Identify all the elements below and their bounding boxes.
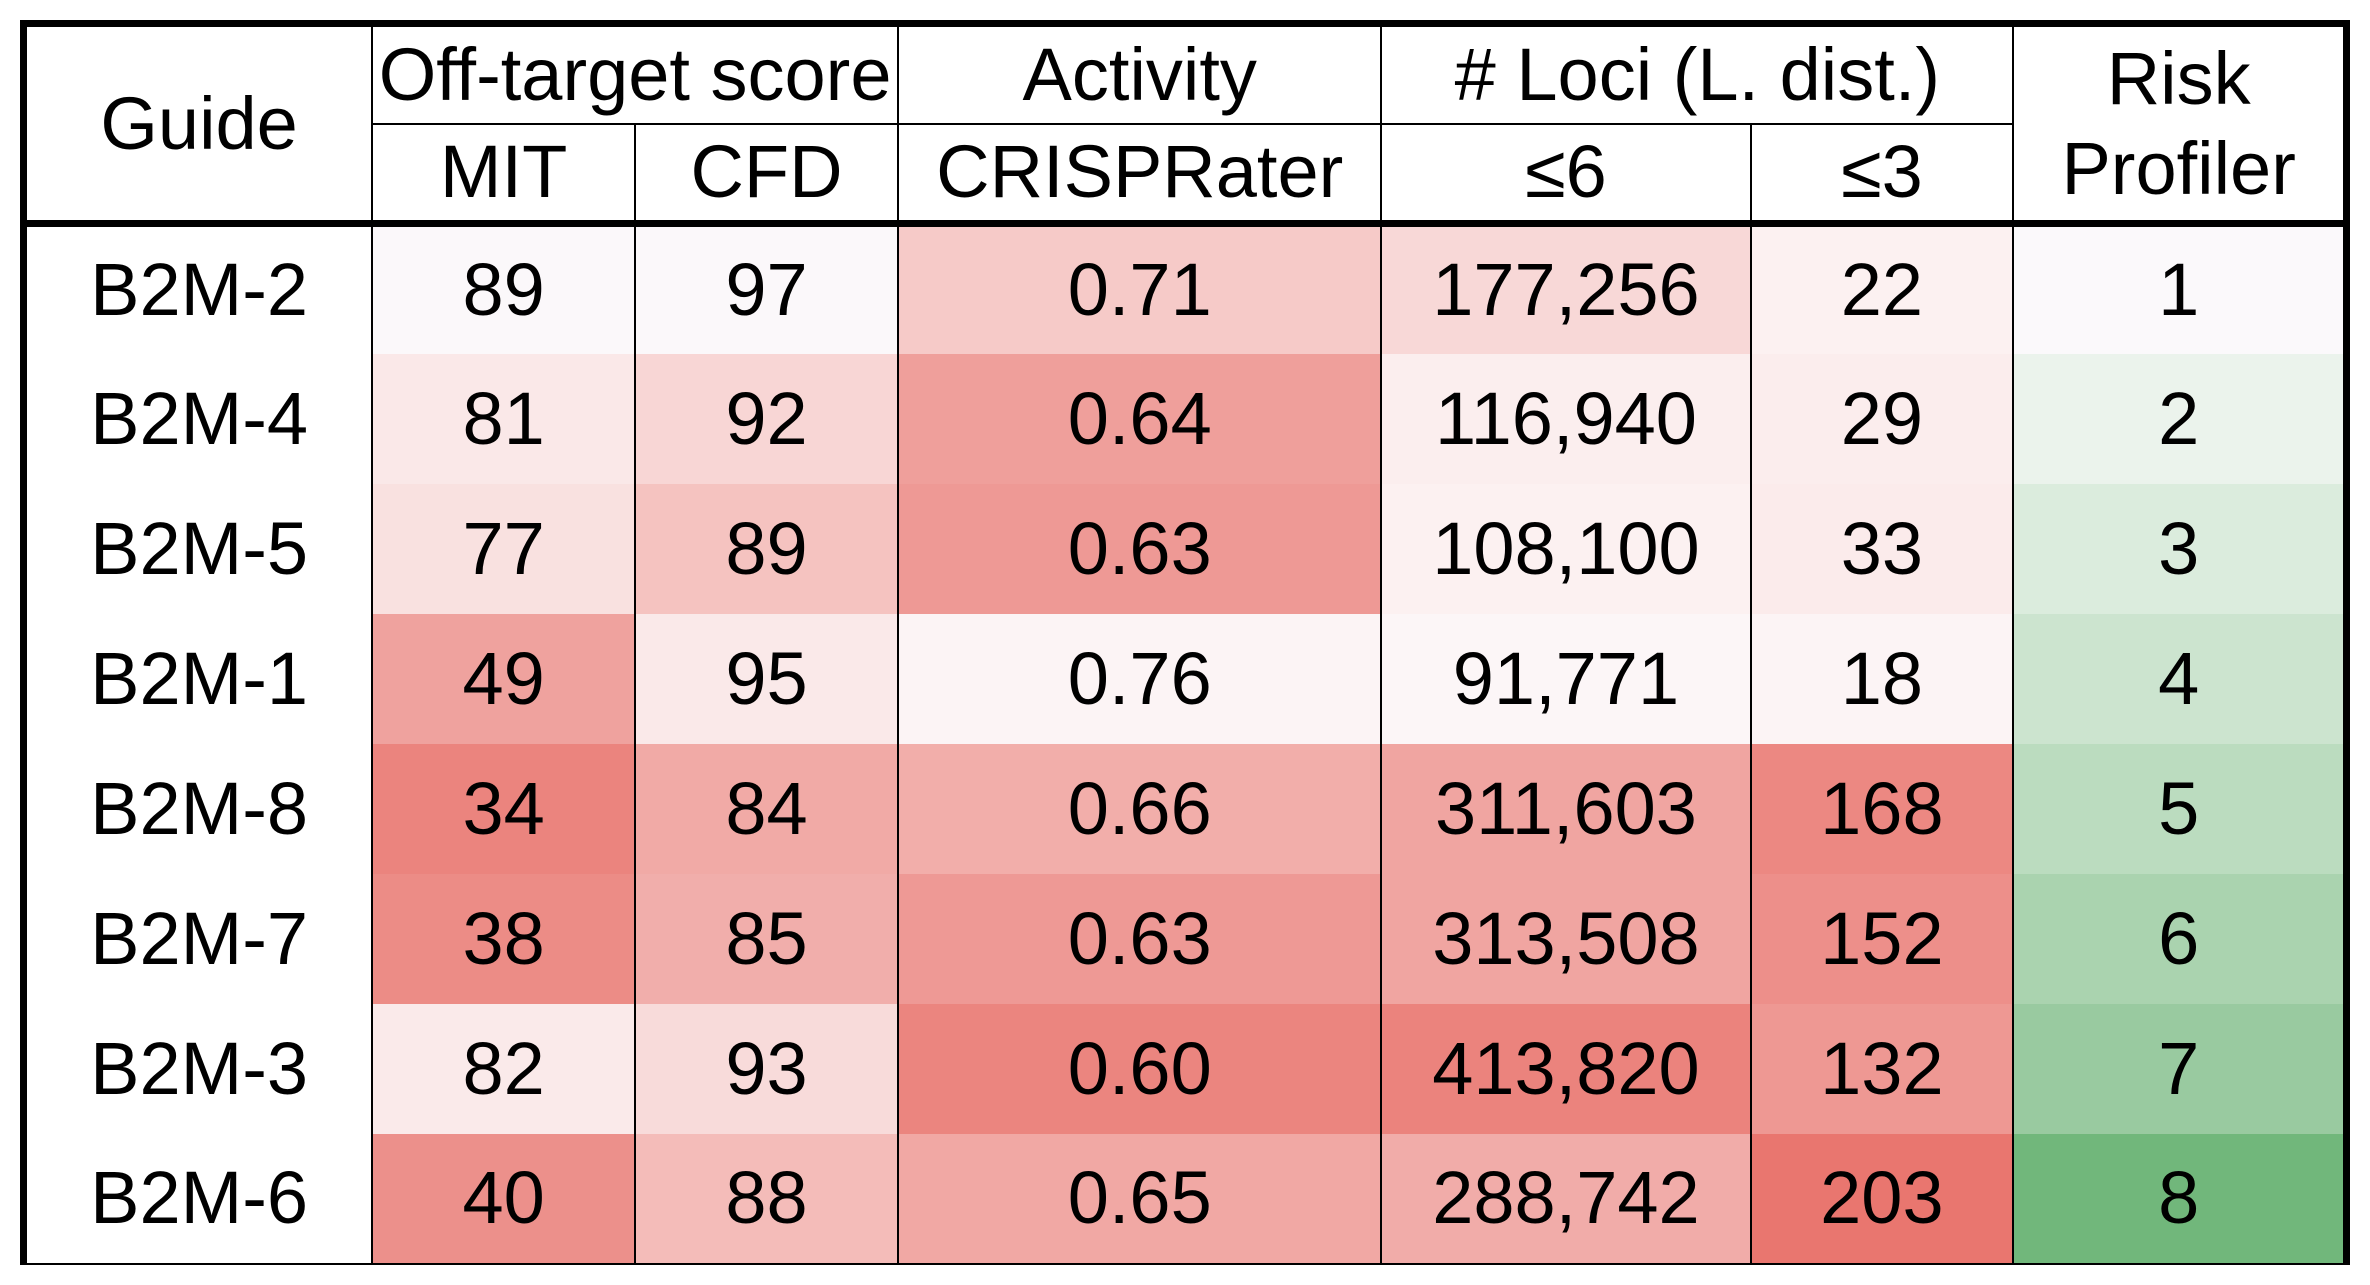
cell-crisprater: 0.65 xyxy=(898,1134,1381,1264)
col-header-risk-line2: Profiler xyxy=(2013,124,2346,224)
cell-guide: B2M-1 xyxy=(24,614,373,744)
cell-loci-le3: 132 xyxy=(1751,1004,2014,1134)
col-group-loci: # Loci (L. dist.) xyxy=(1381,24,2013,124)
cell-risk-profiler: 6 xyxy=(2013,874,2346,1004)
cell-loci-le6: 177,256 xyxy=(1381,224,1750,354)
cell-mit: 38 xyxy=(372,874,635,1004)
cell-loci-le3: 203 xyxy=(1751,1134,2014,1264)
col-header-risk-line1: Risk xyxy=(2013,24,2346,124)
cell-crisprater: 0.71 xyxy=(898,224,1381,354)
cell-cfd: 95 xyxy=(635,614,898,744)
cell-loci-le6: 116,940 xyxy=(1381,354,1750,484)
table-row: B2M-149950.7691,771184 xyxy=(24,614,2347,744)
table-row: B2M-577890.63108,100333 xyxy=(24,484,2347,614)
table-row: B2M-481920.64116,940292 xyxy=(24,354,2347,484)
col-header-loci-le6: ≤6 xyxy=(1381,124,1750,224)
cell-crisprater: 0.64 xyxy=(898,354,1381,484)
col-header-loci-le3: ≤3 xyxy=(1751,124,2014,224)
cell-mit: 81 xyxy=(372,354,635,484)
cell-risk-profiler: 3 xyxy=(2013,484,2346,614)
cell-guide: B2M-6 xyxy=(24,1134,373,1264)
cell-risk-profiler: 1 xyxy=(2013,224,2346,354)
cell-risk-profiler: 5 xyxy=(2013,744,2346,874)
cell-loci-le3: 152 xyxy=(1751,874,2014,1004)
cell-mit: 82 xyxy=(372,1004,635,1134)
cell-guide: B2M-4 xyxy=(24,354,373,484)
table-row: B2M-289970.71177,256221 xyxy=(24,224,2347,354)
cell-mit: 34 xyxy=(372,744,635,874)
cell-risk-profiler: 4 xyxy=(2013,614,2346,744)
cell-loci-le3: 29 xyxy=(1751,354,2014,484)
col-group-off-target: Off-target score xyxy=(372,24,898,124)
cell-cfd: 92 xyxy=(635,354,898,484)
cell-loci-le6: 91,771 xyxy=(1381,614,1750,744)
table-row: B2M-738850.63313,5081526 xyxy=(24,874,2347,1004)
cell-guide: B2M-7 xyxy=(24,874,373,1004)
cell-cfd: 93 xyxy=(635,1004,898,1134)
guide-score-table: GuideOff-target scoreActivity# Loci (L. … xyxy=(20,20,2350,1265)
cell-loci-le3: 33 xyxy=(1751,484,2014,614)
cell-guide: B2M-3 xyxy=(24,1004,373,1134)
cell-loci-le6: 108,100 xyxy=(1381,484,1750,614)
cell-risk-profiler: 8 xyxy=(2013,1134,2346,1264)
cell-crisprater: 0.63 xyxy=(898,874,1381,1004)
cell-loci-le6: 413,820 xyxy=(1381,1004,1750,1134)
col-header-mit: MIT xyxy=(372,124,635,224)
cell-cfd: 85 xyxy=(635,874,898,1004)
cell-loci-le6: 313,508 xyxy=(1381,874,1750,1004)
cell-loci-le3: 168 xyxy=(1751,744,2014,874)
col-header-guide: Guide xyxy=(24,24,373,224)
col-header-crisprater: CRISPRater xyxy=(898,124,1381,224)
cell-cfd: 89 xyxy=(635,484,898,614)
cell-crisprater: 0.76 xyxy=(898,614,1381,744)
col-header-cfd: CFD xyxy=(635,124,898,224)
cell-loci-le3: 18 xyxy=(1751,614,2014,744)
cell-risk-profiler: 7 xyxy=(2013,1004,2346,1134)
cell-crisprater: 0.66 xyxy=(898,744,1381,874)
cell-crisprater: 0.60 xyxy=(898,1004,1381,1134)
cell-cfd: 97 xyxy=(635,224,898,354)
cell-guide: B2M-8 xyxy=(24,744,373,874)
cell-risk-profiler: 2 xyxy=(2013,354,2346,484)
cell-mit: 77 xyxy=(372,484,635,614)
cell-loci-le6: 311,603 xyxy=(1381,744,1750,874)
cell-mit: 89 xyxy=(372,224,635,354)
cell-crisprater: 0.63 xyxy=(898,484,1381,614)
table-row: B2M-382930.60413,8201327 xyxy=(24,1004,2347,1134)
cell-loci-le3: 22 xyxy=(1751,224,2014,354)
cell-cfd: 84 xyxy=(635,744,898,874)
col-group-activity: Activity xyxy=(898,24,1381,124)
table-row: B2M-640880.65288,7422038 xyxy=(24,1134,2347,1264)
cell-guide: B2M-5 xyxy=(24,484,373,614)
cell-guide: B2M-2 xyxy=(24,224,373,354)
cell-loci-le6: 288,742 xyxy=(1381,1134,1750,1264)
cell-mit: 40 xyxy=(372,1134,635,1264)
cell-cfd: 88 xyxy=(635,1134,898,1264)
cell-mit: 49 xyxy=(372,614,635,744)
table-row: B2M-834840.66311,6031685 xyxy=(24,744,2347,874)
